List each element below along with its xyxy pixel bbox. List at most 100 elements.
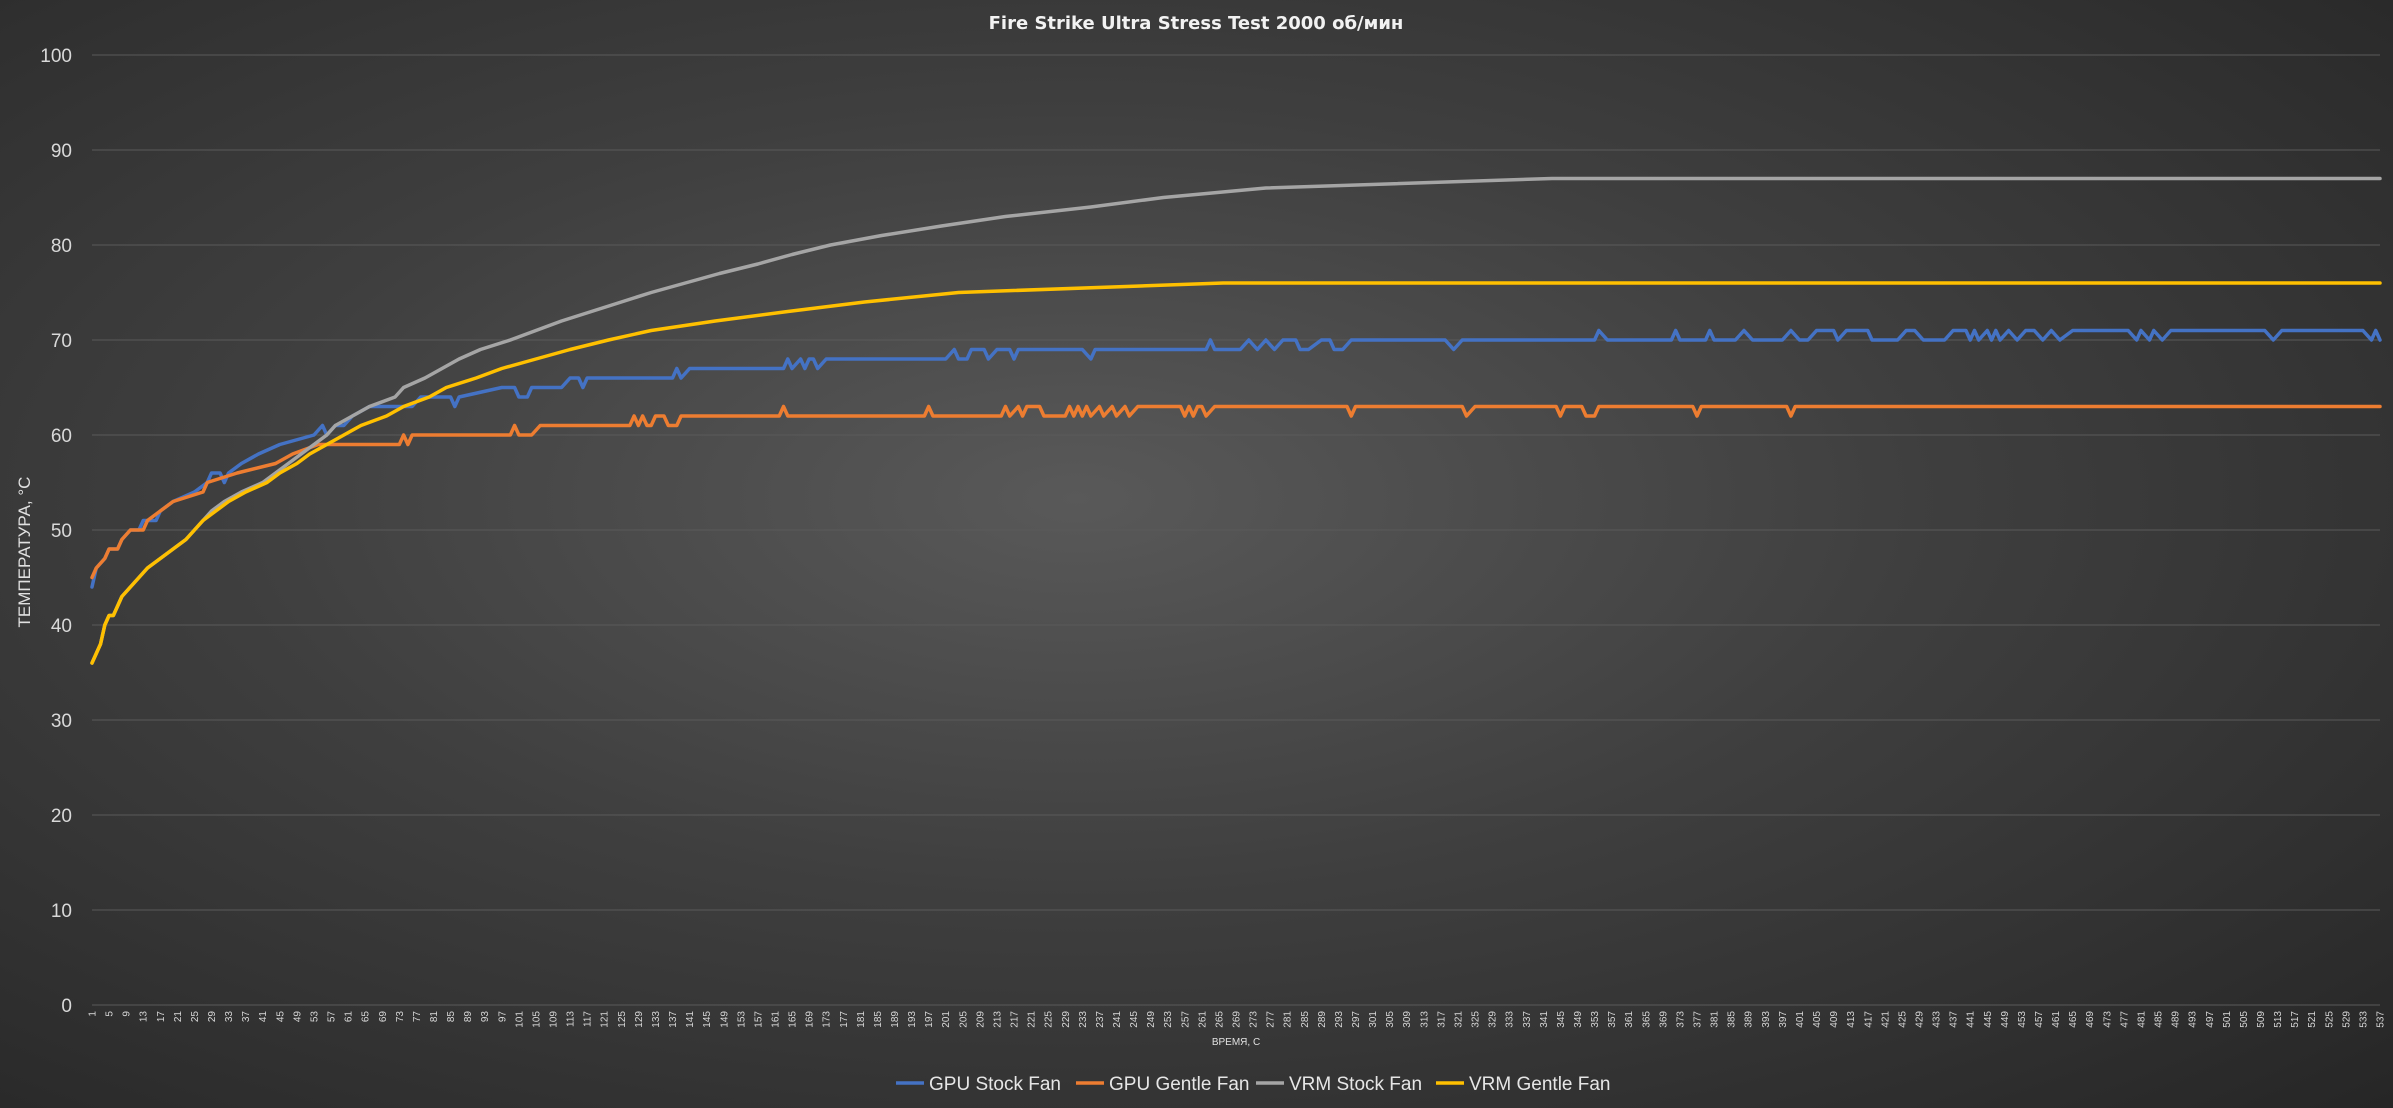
x-tick-label: 241 (1112, 1011, 1123, 1028)
x-tick-label: 213 (992, 1011, 1003, 1028)
x-tick-label: 305 (1385, 1011, 1396, 1028)
x-tick-label: 129 (634, 1011, 645, 1028)
x-tick-label: 285 (1300, 1011, 1311, 1028)
x-tick-label: 289 (1317, 1011, 1328, 1028)
x-tick-label: 297 (1351, 1011, 1362, 1028)
x-tick-label: 321 (1453, 1011, 1464, 1028)
x-tick-label: 377 (1693, 1011, 1704, 1028)
x-tick-label: 133 (651, 1011, 662, 1028)
x-tick-label: 237 (1095, 1011, 1106, 1028)
x-tick-label: 69 (378, 1011, 389, 1023)
x-tick-label: 441 (1966, 1011, 1977, 1028)
x-tick-label: 409 (1829, 1011, 1840, 1028)
series-line-gpu-gentle-fan (90, 404, 2382, 580)
x-tick-label: 381 (1710, 1011, 1721, 1028)
x-tick-label: 469 (2085, 1011, 2096, 1028)
x-tick-label: 13 (139, 1011, 150, 1023)
x-tick-label: 217 (1010, 1011, 1021, 1028)
x-tick-label: 281 (1283, 1011, 1294, 1028)
x-tick-label: 185 (873, 1011, 884, 1028)
x-tick-label: 365 (1641, 1011, 1652, 1028)
chart-title: Fire Strike Ultra Stress Test 2000 об/ми… (989, 13, 1404, 34)
x-tick-label: 333 (1505, 1011, 1516, 1028)
x-tick-label: 361 (1624, 1011, 1635, 1028)
x-tick-label: 489 (2171, 1011, 2182, 1028)
x-tick-label: 481 (2136, 1011, 2147, 1028)
x-tick-label: 317 (1436, 1011, 1447, 1028)
x-tick-label: 149 (719, 1011, 730, 1028)
x-tick-label: 73 (395, 1011, 406, 1023)
gridlines (92, 54, 2380, 1006)
x-tick-label: 341 (1539, 1011, 1550, 1028)
y-tick-label: 100 (40, 46, 72, 67)
x-tick-label: 389 (1744, 1011, 1755, 1028)
y-tick-label: 0 (61, 996, 72, 1017)
x-tick-label: 421 (1880, 1011, 1891, 1028)
x-tick-label: 249 (1146, 1011, 1157, 1028)
x-tick-label: 277 (1266, 1011, 1277, 1028)
x-tick-label: 397 (1778, 1011, 1789, 1028)
x-tick-label: 449 (2000, 1011, 2011, 1028)
x-tick-label: 153 (736, 1011, 747, 1028)
x-tick-label: 325 (1471, 1011, 1482, 1028)
x-tick-label: 29 (207, 1011, 218, 1023)
x-tick-label: 181 (856, 1011, 867, 1028)
x-tick-label: 369 (1658, 1011, 1669, 1028)
x-tick-label: 113 (566, 1011, 577, 1027)
x-tick-label: 273 (1249, 1011, 1260, 1028)
x-tick-label: 17 (156, 1011, 167, 1023)
x-tick-label: 125 (617, 1011, 628, 1028)
x-tick-label: 517 (2290, 1011, 2301, 1028)
x-tick-label: 329 (1488, 1011, 1499, 1028)
x-tick-label: 229 (1061, 1011, 1072, 1028)
x-tick-label: 165 (788, 1011, 799, 1028)
x-tick-label: 525 (2324, 1011, 2335, 1028)
x-tick-label: 401 (1795, 1011, 1806, 1028)
x-tick-label: 5 (105, 1011, 116, 1017)
x-tick-label: 49 (292, 1011, 303, 1023)
x-tick-label: 41 (258, 1011, 269, 1023)
x-tick-label: 61 (344, 1011, 355, 1023)
x-tick-label: 533 (2358, 1011, 2369, 1028)
x-tick-label: 413 (1846, 1011, 1857, 1028)
x-tick-label: 1 (88, 1011, 99, 1017)
y-tick-label: 60 (51, 426, 72, 447)
x-tick-label: 145 (702, 1011, 713, 1028)
x-tick-label: 209 (975, 1011, 986, 1028)
x-tick-label: 225 (1044, 1011, 1055, 1028)
x-tick-label: 121 (600, 1011, 611, 1028)
x-tick-label: 101 (514, 1011, 525, 1028)
x-axis-ticks: 1 5 9 13 17 21 25 29 33 37 41 45 49 53 57 61 65 69 73 77 81 8… (88, 1011, 2387, 1028)
x-tick-label: 33 (224, 1011, 235, 1023)
x-tick-label: 433 (1932, 1011, 1943, 1028)
legend: GPU Stock Fan GPU Gentle Fan VRM Stock Fan… (896, 1074, 1611, 1095)
series-lines (90, 176, 2382, 665)
x-axis-label: ВРЕМЯ, С (1212, 1037, 1260, 1048)
x-tick-label: 493 (2188, 1011, 2199, 1028)
x-tick-label: 337 (1522, 1011, 1533, 1028)
x-tick-label: 77 (412, 1011, 423, 1023)
x-tick-label: 25 (190, 1011, 201, 1023)
x-tick-label: 57 (327, 1011, 338, 1023)
y-tick-label: 90 (51, 141, 72, 162)
x-tick-label: 425 (1897, 1011, 1908, 1028)
x-tick-label: 457 (2034, 1011, 2045, 1028)
x-tick-label: 385 (1727, 1011, 1738, 1028)
x-tick-label: 233 (1078, 1011, 1089, 1028)
y-axis-label: ТЕМПЕРАТУРА, °С (15, 477, 34, 628)
x-tick-label: 357 (1607, 1011, 1618, 1028)
x-tick-label: 201 (941, 1011, 952, 1028)
x-tick-label: 105 (531, 1011, 542, 1028)
x-tick-label: 205 (958, 1011, 969, 1028)
x-tick-label: 301 (1368, 1011, 1379, 1028)
x-tick-label: 161 (770, 1011, 781, 1028)
x-tick-label: 405 (1812, 1011, 1823, 1028)
x-tick-label: 257 (1180, 1011, 1191, 1028)
x-tick-label: 81 (429, 1011, 440, 1023)
x-tick-label: 437 (1949, 1011, 1960, 1028)
x-tick-label: 221 (1027, 1011, 1038, 1028)
x-tick-label: 349 (1573, 1011, 1584, 1028)
x-tick-label: 37 (241, 1011, 252, 1023)
y-tick-label: 50 (51, 521, 72, 542)
